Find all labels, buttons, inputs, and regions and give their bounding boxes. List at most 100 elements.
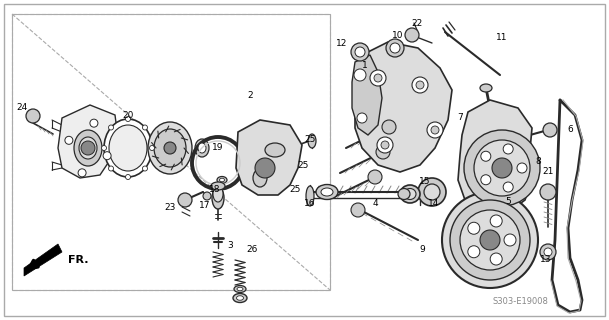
Text: 15: 15	[419, 178, 431, 187]
Text: 18: 18	[209, 186, 220, 195]
Text: S303-E19008: S303-E19008	[492, 298, 548, 307]
Circle shape	[65, 136, 73, 144]
Circle shape	[503, 144, 513, 154]
Text: 9: 9	[419, 245, 425, 254]
Circle shape	[370, 70, 386, 86]
Circle shape	[517, 163, 527, 173]
Text: 16: 16	[304, 199, 315, 209]
Circle shape	[544, 248, 552, 256]
Circle shape	[143, 125, 147, 130]
Circle shape	[504, 234, 516, 246]
Ellipse shape	[265, 143, 285, 157]
Circle shape	[460, 210, 520, 270]
Circle shape	[376, 145, 390, 159]
Circle shape	[442, 192, 538, 288]
Circle shape	[543, 123, 557, 137]
Ellipse shape	[213, 186, 223, 202]
Circle shape	[255, 158, 275, 178]
Circle shape	[503, 182, 513, 192]
Polygon shape	[236, 120, 302, 195]
Circle shape	[490, 215, 502, 227]
Circle shape	[78, 169, 86, 177]
Ellipse shape	[400, 185, 420, 203]
Text: 25: 25	[289, 186, 301, 195]
Text: FR.: FR.	[68, 255, 88, 265]
Circle shape	[351, 43, 369, 61]
Text: 25: 25	[304, 135, 315, 145]
Ellipse shape	[109, 125, 147, 171]
Text: 20: 20	[122, 110, 134, 119]
Text: 5: 5	[505, 197, 511, 206]
Polygon shape	[24, 244, 62, 276]
Circle shape	[427, 122, 443, 138]
Ellipse shape	[212, 187, 224, 209]
Text: 13: 13	[540, 255, 552, 265]
Circle shape	[381, 141, 389, 149]
Polygon shape	[4, 4, 605, 316]
Circle shape	[102, 146, 107, 150]
Ellipse shape	[154, 129, 186, 167]
Text: 4: 4	[372, 199, 378, 209]
Text: 25: 25	[297, 161, 309, 170]
Ellipse shape	[234, 285, 246, 292]
Circle shape	[81, 141, 95, 155]
Text: 22: 22	[411, 20, 423, 28]
Circle shape	[386, 39, 404, 57]
Text: 10: 10	[392, 31, 404, 41]
Text: 6: 6	[567, 125, 573, 134]
Ellipse shape	[308, 134, 316, 148]
Text: 8: 8	[535, 157, 541, 166]
Ellipse shape	[74, 130, 102, 166]
Polygon shape	[355, 42, 452, 172]
Circle shape	[405, 28, 419, 42]
Circle shape	[125, 174, 130, 180]
Text: 12: 12	[336, 39, 348, 49]
Circle shape	[480, 230, 500, 250]
Circle shape	[390, 43, 400, 53]
Ellipse shape	[195, 139, 209, 157]
Polygon shape	[458, 100, 532, 215]
Circle shape	[125, 116, 130, 122]
Circle shape	[412, 77, 428, 93]
Ellipse shape	[321, 188, 333, 196]
Circle shape	[468, 222, 480, 234]
Circle shape	[149, 146, 155, 150]
Ellipse shape	[233, 293, 247, 302]
Circle shape	[424, 184, 440, 200]
Circle shape	[355, 47, 365, 57]
Circle shape	[108, 166, 113, 171]
Polygon shape	[58, 105, 118, 178]
Circle shape	[368, 170, 382, 184]
Ellipse shape	[219, 178, 225, 182]
Circle shape	[203, 192, 211, 200]
Circle shape	[90, 119, 98, 127]
Circle shape	[481, 175, 491, 185]
Ellipse shape	[79, 137, 97, 159]
Circle shape	[431, 126, 439, 134]
Circle shape	[164, 142, 176, 154]
Text: 3: 3	[227, 241, 233, 250]
Text: 17: 17	[199, 202, 211, 211]
Text: 14: 14	[428, 199, 440, 209]
Circle shape	[492, 158, 512, 178]
Circle shape	[540, 184, 556, 200]
Ellipse shape	[480, 84, 492, 92]
Text: 1: 1	[362, 60, 368, 69]
Circle shape	[468, 246, 480, 258]
Ellipse shape	[306, 186, 314, 206]
Text: 21: 21	[542, 167, 554, 177]
Circle shape	[374, 74, 382, 82]
Circle shape	[416, 81, 424, 89]
Circle shape	[143, 166, 147, 171]
Circle shape	[354, 69, 366, 81]
Ellipse shape	[316, 185, 338, 199]
Ellipse shape	[253, 169, 267, 187]
Text: 23: 23	[164, 204, 175, 212]
Text: 26: 26	[246, 245, 258, 254]
Circle shape	[26, 109, 40, 123]
Ellipse shape	[104, 119, 152, 177]
Ellipse shape	[404, 188, 416, 199]
Circle shape	[377, 137, 393, 153]
Polygon shape	[352, 55, 382, 135]
Text: 19: 19	[213, 143, 224, 153]
